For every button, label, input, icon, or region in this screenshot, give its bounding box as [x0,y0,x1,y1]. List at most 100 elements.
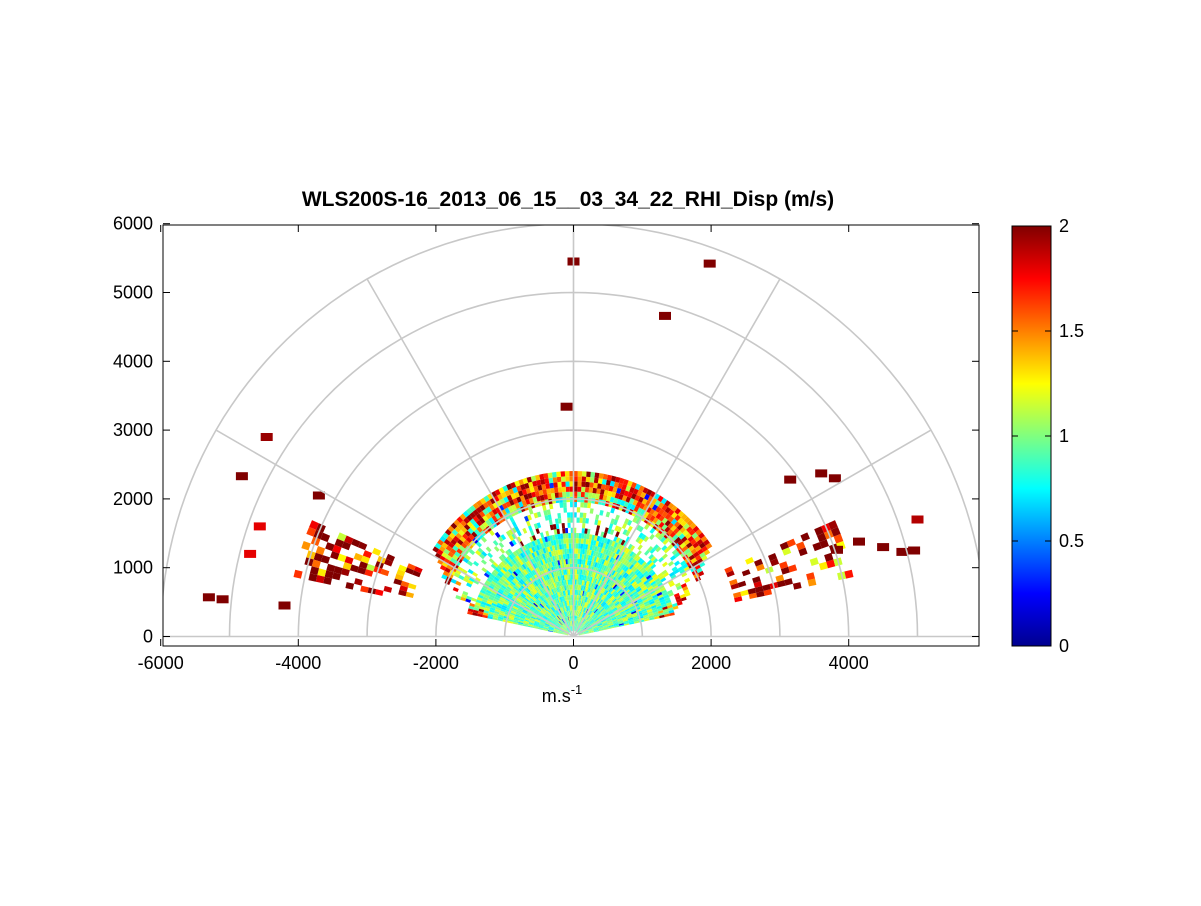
radar-cell [557,482,561,488]
radar-cell [566,492,570,497]
radar-cell [549,483,554,489]
radar-cell [592,488,597,494]
radar-cell [585,492,589,498]
radar-cell [566,538,569,543]
radar-cell [567,549,570,554]
radar-cell-isolated [217,595,229,603]
radar-cell [585,518,589,524]
radar-cell [565,476,569,481]
radar-cell [567,559,569,564]
x-axis-label-superscript: -1 [571,682,583,697]
radar-cell [586,477,591,483]
radar-cell [594,478,599,484]
colorbar-tick-label: 0 [1059,636,1069,656]
y-tick-label: 2000 [113,489,153,509]
chart-title: WLS200S-16_2013_06_15__03_34_22_RHI_Disp… [302,188,834,211]
radar-cell [554,487,559,493]
radar-cell [577,487,581,492]
radar-cell-isolated [236,472,248,480]
radar-cell [579,533,582,538]
y-tick-label: 1000 [113,558,153,578]
radar-cell-isolated [659,312,671,320]
radar-cell [575,559,577,564]
radar-cell [569,543,572,548]
y-tick-label: 5000 [113,283,153,303]
radar-cell [577,492,581,497]
radar-cell [589,487,594,493]
radar-cell [577,481,581,486]
radar-cell [581,482,585,487]
radar-cell [570,574,572,579]
radar-cell-isolated [853,538,865,546]
radar-cell [561,482,565,487]
radar-cell [582,476,587,481]
radar-cell [586,472,591,478]
radar-cell [576,533,579,538]
y-tick-label: 0 [143,627,153,647]
radar-cell [576,549,578,554]
radar-cell [559,502,563,508]
radar-cell [567,512,570,517]
radar-cell [580,502,584,507]
radar-cell-isolated [815,469,827,477]
radar-cell-isolated [784,476,796,484]
radar-cell [593,483,598,489]
radar-cell [569,549,571,554]
radar-cell [576,543,579,548]
radar-cell [575,590,576,595]
colorbar-tick-label: 0.5 [1059,531,1084,551]
radar-cell [550,488,555,494]
radar-cell [575,569,577,574]
radar-cell [576,538,579,543]
radar-cell [568,538,571,543]
radar-cell [594,473,599,479]
radar-cell [563,502,567,507]
y-tick-label: 6000 [113,214,153,234]
radar-cell-isolated [261,433,273,441]
radar-cell [582,518,586,524]
radar-cell [556,472,561,478]
y-tick-label: 3000 [113,420,153,440]
radar-cell [578,471,583,476]
y-tick-label: 4000 [113,351,153,371]
radar-cell [565,533,568,538]
radar-cell [578,549,581,554]
x-tick-label: 4000 [829,653,869,673]
radar-cell [561,476,566,481]
radar-cell [587,503,591,509]
radar-cell [565,481,569,486]
radar-cell [585,482,589,488]
radar-cell [580,518,583,523]
radar-cell [585,487,589,493]
radar-cell [590,472,595,478]
radar-cell [562,487,566,492]
radar-cell [575,574,577,579]
radar-cell [581,492,585,497]
radar-cell [582,471,587,476]
radar-cell [570,569,572,574]
radar-cell-isolated [908,547,920,555]
radar-cell [548,478,553,484]
radar-cell [589,482,594,488]
radar-cell [580,513,584,518]
radar-cell [558,487,562,493]
radar-cell [555,493,559,499]
radar-cell-isolated [877,543,889,551]
radar-cell-isolated [831,546,843,554]
radar-cell [578,554,580,559]
radar-cell [567,518,570,523]
radar-cell [578,476,582,481]
radar-cell [576,554,578,559]
radar-cell [583,513,587,518]
radar-cell [569,554,571,559]
radar-cell [565,528,568,533]
radar-cell [562,492,566,497]
x-tick-label: 2000 [691,653,731,673]
radar-cell [567,554,569,559]
radar-cell [588,493,592,499]
radar-cell-isolated [244,550,256,558]
radar-cell [577,518,580,523]
radar-cell [582,523,585,528]
